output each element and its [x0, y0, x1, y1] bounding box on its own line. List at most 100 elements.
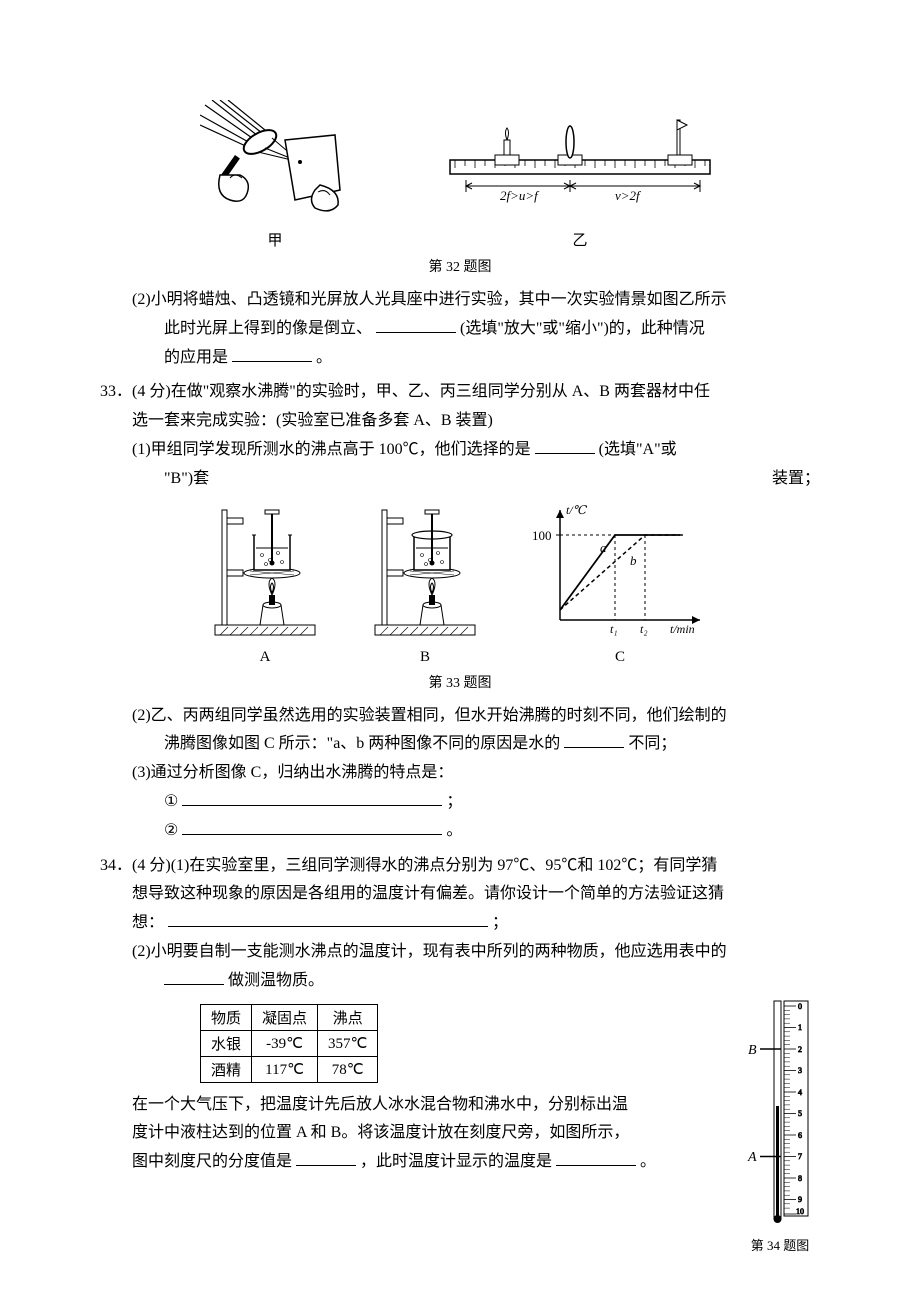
q32-2-blank1[interactable]	[376, 316, 456, 333]
q33-p3-b: ①	[164, 793, 178, 810]
q33-figure-b: B	[370, 500, 480, 666]
q34-substance-table: 物质 凝固点 沸点 水银 -39℃ 357℃ 酒精 117℃ 78℃	[200, 1004, 378, 1083]
q33-figure-a: A	[210, 500, 320, 666]
q32-2-line1: (2)小明将蜡烛、凸透镜和光屏放人光具座中进行实验，其中一次实验情景如图乙所示	[100, 286, 820, 315]
q33-intro-line1: 33．(4 分)在做"观察水沸腾"的实验时，甲、乙、丙三组同学分别从 A、B 两…	[100, 378, 820, 407]
chart-b-label: b	[630, 553, 637, 568]
q34-p2-line2: 做测温物质。	[100, 967, 820, 996]
q34-num: 34．	[100, 857, 132, 874]
q34-p3-c: 图中刻度尺的分度值是	[132, 1153, 292, 1170]
q34-p1-c: 想：	[132, 914, 164, 931]
q33-p3-line2: ① ；	[100, 788, 820, 817]
svg-text:7: 7	[798, 1152, 802, 1161]
cell-alcohol: 酒精	[201, 1056, 252, 1082]
table-row: 水银 -39℃ 357℃	[201, 1030, 378, 1056]
svg-text:9: 9	[798, 1195, 802, 1204]
q32-caption-right: 乙	[440, 229, 720, 250]
q33-p3-blank2[interactable]	[182, 818, 442, 835]
q34-p3-e: 。	[640, 1153, 656, 1170]
svg-text:10: 10	[796, 1207, 804, 1216]
chart-ytick: 100	[532, 528, 552, 543]
q34-p1-line1: 34．(4 分)(1)在实验室里，三组同学测得水的沸点分别为 97℃、95℃和 …	[100, 852, 820, 881]
svg-text:6: 6	[798, 1131, 802, 1140]
ruler-mark-b: B	[748, 1043, 757, 1058]
q32-caption-main: 第 32 题图	[100, 256, 820, 276]
q34-p3-line1: 在一个大气压下，把温度计先后放人冰水混合物和沸水中，分别标出温	[100, 1091, 820, 1120]
q32-figure-row: 甲	[100, 100, 820, 250]
th-substance: 物质	[201, 1004, 252, 1030]
q33-p3-line1: (3)通过分析图像 C，归纳出水沸腾的特点是：	[100, 759, 820, 788]
q33-p1-blank[interactable]	[535, 437, 595, 454]
boiling-chart: 100 t₁ t₂ t/min t/℃ a b	[530, 500, 710, 640]
q33-p1-a: (1)甲组同学发现所测水的沸点高于 100℃，他们选择的是	[132, 441, 531, 458]
q34-score: (4 分)	[132, 857, 171, 874]
q33-p1-line1: (1)甲组同学发现所测水的沸点高于 100℃，他们选择的是 (选填"A"或	[100, 436, 820, 465]
optical-bench-drawing: 2f>u>f v>2f	[440, 100, 720, 220]
q34-p2-b: 做测温物质。	[228, 972, 324, 989]
q33-p2-line1: (2)乙、丙两组同学虽然选用的实验装置相同，但水开始沸腾的时刻不同，他们绘制的	[100, 702, 820, 731]
q33-p1-d: 装置；	[772, 465, 820, 494]
table-header-row: 物质 凝固点 沸点	[201, 1004, 378, 1030]
apparatus-b-drawing	[370, 500, 480, 640]
q32-figure-right: 2f>u>f v>2f 乙	[440, 100, 720, 250]
svg-text:1: 1	[798, 1023, 802, 1032]
svg-text:3: 3	[798, 1066, 802, 1075]
q33-p2-b: 沸腾图像如图 C 所示："a、b 两种图像不同的原因是水的	[164, 735, 560, 752]
q34-ruler-caption: 第 34 题图	[740, 1235, 820, 1254]
bench-label-left: 2f>u>f	[500, 188, 540, 203]
chart-xaxis: t/min	[670, 622, 695, 636]
q33-figure-row: A	[100, 500, 820, 666]
cell-mercury: 水银	[201, 1030, 252, 1056]
q33-p3-d: ②	[164, 822, 178, 839]
q33-label-b: B	[370, 649, 480, 666]
q34-p2-blank[interactable]	[164, 968, 224, 985]
q32-caption-left: 甲	[200, 229, 350, 250]
chart-t1: t₁	[610, 622, 618, 636]
q32-2-text-c: (选填"放大"或"缩小")的，此种情况	[460, 320, 705, 337]
q34-p1-line3: 想： ；	[100, 909, 820, 938]
q33-label-a: A	[210, 649, 320, 666]
th-freezing: 凝固点	[252, 1004, 318, 1030]
q34-p3-line3: 图中刻度尺的分度值是 ，此时温度计显示的温度是 。	[100, 1148, 820, 1177]
cell-alcohol-freeze: 117℃	[252, 1056, 318, 1082]
q34-p3-blank1[interactable]	[296, 1149, 356, 1166]
q32-2-blank2[interactable]	[232, 345, 312, 362]
q33-p1-line2: "B")套 装置；	[100, 465, 820, 494]
bench-label-right: v>2f	[615, 188, 642, 203]
q34-ruler-figure: 0 1 2 3 4 5 6 7 8 9 10	[740, 996, 820, 1254]
q33-figure-c: 100 t₁ t₂ t/min t/℃ a b	[530, 500, 710, 666]
q34-p1-d: ；	[492, 914, 508, 931]
q33-p2-c: 不同；	[628, 735, 676, 752]
q33-p3-blank1[interactable]	[182, 789, 442, 806]
svg-text:5: 5	[798, 1109, 802, 1118]
q34-p1-blank[interactable]	[168, 910, 488, 927]
th-boiling: 沸点	[318, 1004, 378, 1030]
cell-mercury-boil: 357℃	[318, 1030, 378, 1056]
svg-text:8: 8	[798, 1174, 802, 1183]
q33-intro-line2: 选一套来完成实验：(实验室已准备多套 A、B 装置)	[100, 407, 820, 436]
chart-t2: t₂	[640, 622, 648, 636]
chart-yaxis: t/℃	[566, 503, 588, 517]
q33-p3-e: 。	[446, 822, 462, 839]
q34-p3-line2: 度计中液柱达到的位置 A 和 B。将该温度计放在刻度尺旁，如图所示，	[100, 1119, 820, 1148]
table-row: 酒精 117℃ 78℃	[201, 1056, 378, 1082]
q34-p3-d: ，此时温度计显示的温度是	[360, 1153, 552, 1170]
q32-2-text-e: 。	[316, 349, 332, 366]
q33-label-c: C	[530, 649, 710, 666]
q33-p1-b: (选填"A"或	[599, 441, 677, 458]
svg-text:4: 4	[798, 1088, 802, 1097]
q32-2-text-d: 的应用是	[164, 349, 228, 366]
q33-p2-blank[interactable]	[564, 731, 624, 748]
q33-p2-line2: 沸腾图像如图 C 所示："a、b 两种图像不同的原因是水的 不同；	[100, 730, 820, 759]
q32-2-text-b: 此时光屏上得到的像是倒立、	[164, 320, 372, 337]
q34-p1-line2: 想导致这种现象的原因是各组用的温度计有偏差。请你设计一个简单的方法验证这猜	[100, 880, 820, 909]
q33-p3-line3: ② 。	[100, 817, 820, 846]
q32-2-line3: 的应用是 。	[100, 344, 820, 373]
q33-p1-c: "B")套	[164, 465, 209, 494]
q33-num: 33．	[100, 383, 132, 400]
q32-figure-left: 甲	[200, 100, 350, 250]
q34-p3-blank2[interactable]	[556, 1149, 636, 1166]
apparatus-a-drawing	[210, 500, 320, 640]
magnifier-drawing	[200, 100, 350, 220]
q33-caption: 第 33 题图	[100, 672, 820, 692]
